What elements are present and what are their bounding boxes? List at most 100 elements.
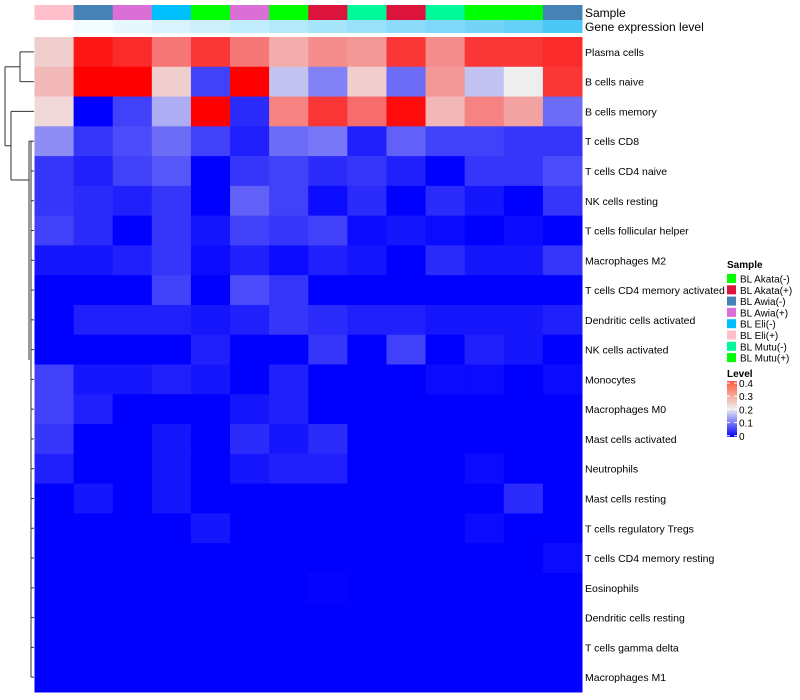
heatmap-cell xyxy=(151,364,192,395)
heatmap-cell xyxy=(308,156,348,187)
heatmap-cell xyxy=(190,394,231,425)
heatmap-cell xyxy=(503,245,544,276)
heatmap-cell xyxy=(73,662,114,693)
heatmap-cell xyxy=(464,334,505,365)
sample-annotation-cell xyxy=(386,5,427,20)
heatmap-cell xyxy=(503,543,544,574)
heatmap-cell xyxy=(230,304,270,336)
heatmap-cell xyxy=(503,602,544,633)
heatmap-cell xyxy=(503,126,544,157)
heatmap-cell xyxy=(230,96,270,127)
heatmap-cell xyxy=(269,632,309,663)
heatmap-cell xyxy=(503,453,544,485)
heatmap-cell xyxy=(425,275,466,306)
heatmap-cell xyxy=(34,364,75,395)
heatmap-cell xyxy=(347,364,387,395)
heatmap-cell xyxy=(347,304,387,336)
heatmap-cell xyxy=(542,513,583,544)
heatmap-cell xyxy=(425,424,466,455)
row-label: Macrophages M2 xyxy=(585,255,666,267)
heatmap-cell xyxy=(112,96,153,127)
heatmap-cell xyxy=(190,215,231,246)
gene-level-annotation-cell xyxy=(151,20,192,33)
heatmap-cell xyxy=(386,632,427,663)
heatmap-cell xyxy=(112,453,153,485)
heatmap-cell xyxy=(386,37,427,68)
heatmap-cell xyxy=(464,662,505,693)
heatmap-cell xyxy=(112,304,153,336)
row-label: Mast cells resting xyxy=(585,493,666,505)
row-label: T cells CD8 xyxy=(585,136,639,148)
heatmap-cell xyxy=(269,245,309,276)
row-label: Dendritic cells activated xyxy=(585,315,695,327)
heatmap-cell xyxy=(73,37,114,68)
heatmap-cell xyxy=(151,662,192,693)
heatmap-cell xyxy=(425,394,466,425)
sample-annotation-cell xyxy=(464,5,505,20)
heatmap-cell xyxy=(386,453,427,485)
heatmap-cell xyxy=(425,453,466,485)
sample-annotation-cell xyxy=(503,5,544,20)
gene-level-annotation-cell xyxy=(190,20,231,33)
legend-item-label: BL Akata(-) xyxy=(740,275,790,286)
heatmap-cell xyxy=(151,185,192,217)
heatmap-cell xyxy=(190,126,231,157)
row-label: Neutrophils xyxy=(585,464,638,476)
heatmap-cell xyxy=(386,483,427,514)
heatmap-cell xyxy=(151,156,192,187)
heatmap-cell xyxy=(347,453,387,485)
heatmap-cell xyxy=(503,304,544,336)
heatmap-cell xyxy=(34,126,75,157)
heatmap-cell xyxy=(73,334,114,365)
legend-swatch xyxy=(727,330,736,340)
heatmap-cell xyxy=(542,364,583,395)
heatmap-cell xyxy=(112,37,153,68)
heatmap-cell xyxy=(464,275,505,306)
heatmap-cell xyxy=(386,275,427,306)
heatmap-cell xyxy=(73,156,114,187)
heatmap-cell xyxy=(34,245,75,276)
heatmap-cell xyxy=(308,513,348,544)
heatmap-cell xyxy=(425,215,466,246)
heatmap-cell xyxy=(308,602,348,633)
heatmap-cell xyxy=(73,66,114,98)
heatmap-cell xyxy=(503,424,544,455)
heatmap-cell xyxy=(347,334,387,365)
heatmap-cell xyxy=(269,602,309,633)
heatmap-cell xyxy=(112,215,153,246)
heatmap-cell xyxy=(190,304,231,336)
heatmap-cell xyxy=(73,96,114,127)
heatmap-cell xyxy=(503,632,544,663)
heatmap-cell xyxy=(34,275,75,306)
row-dendrogram xyxy=(4,51,34,678)
heatmap-cell xyxy=(151,96,192,127)
heatmap-cell xyxy=(542,483,583,514)
legend-swatch xyxy=(727,274,736,283)
heatmap-cell xyxy=(542,37,583,68)
heatmap-cell xyxy=(464,424,505,455)
legend-tick-label: 0.4 xyxy=(739,379,753,390)
heatmap-cell xyxy=(347,632,387,663)
heatmap-cell xyxy=(151,632,192,663)
heatmap-cell xyxy=(347,543,387,574)
heatmap-cell xyxy=(464,245,505,276)
heatmap-cell xyxy=(269,156,309,187)
heatmap-cell xyxy=(464,215,505,246)
legend-swatch xyxy=(727,296,736,306)
heatmap-cell xyxy=(151,543,192,574)
heatmap-cell xyxy=(308,394,348,425)
sample-annotation-cell xyxy=(269,5,309,20)
heatmap-cell xyxy=(425,513,466,544)
legend-swatch xyxy=(727,285,736,295)
heatmap-cell xyxy=(34,156,75,187)
heatmap-cell xyxy=(464,572,505,604)
heatmap-cell xyxy=(347,156,387,187)
legend-level-title: Level xyxy=(727,369,753,380)
heatmap-cell xyxy=(542,215,583,246)
heatmap-cell xyxy=(112,513,153,544)
heatmap-cell xyxy=(425,304,466,336)
heatmap-cell xyxy=(386,304,427,336)
heatmap-cell xyxy=(347,126,387,157)
heatmap-cell xyxy=(112,662,153,693)
legend-item-label: BL Eli(-) xyxy=(740,320,776,331)
